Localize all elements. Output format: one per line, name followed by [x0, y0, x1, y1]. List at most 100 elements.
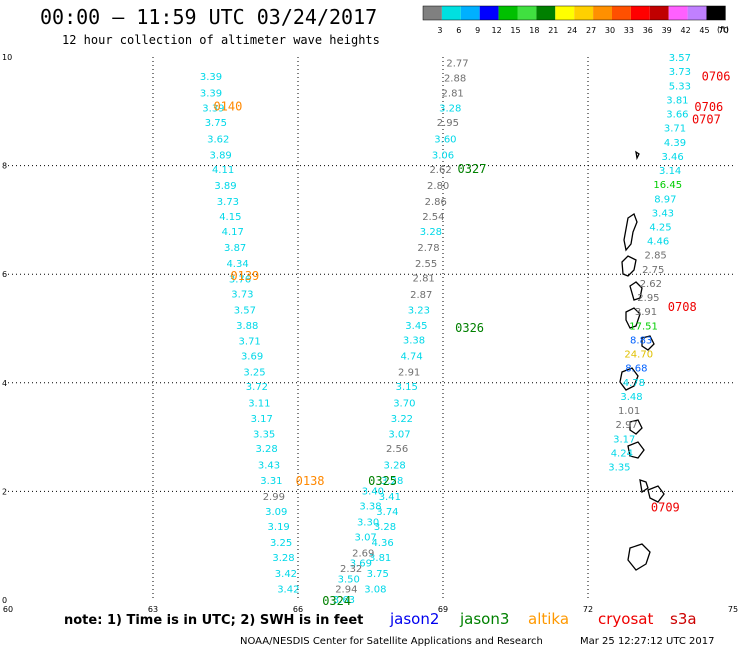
colorbar-tick: 3	[437, 26, 442, 35]
swh-data-label: 2.85	[645, 251, 667, 262]
pass-time-label: 0707	[692, 112, 721, 126]
swh-data-label: 3.62	[207, 135, 229, 146]
swh-data-label: 3.57	[669, 53, 691, 64]
swh-data-label: 2.81	[413, 274, 435, 285]
island-outline	[635, 150, 640, 161]
colorbar-swatch	[612, 6, 631, 20]
swh-data-label: 2.62	[640, 279, 662, 290]
swh-data-label: 5.33	[669, 81, 691, 92]
colorbar-swatch	[630, 6, 650, 20]
swh-data-label: 3.28	[272, 553, 294, 564]
swh-data-label: 3.69	[350, 559, 372, 570]
colorbar-tick: 45	[699, 26, 709, 35]
pass-time-label: 0325	[368, 474, 397, 488]
swh-data-label: 3.07	[355, 533, 377, 544]
legend-entry-jason3: jason3	[459, 610, 509, 628]
pass-time-label: 0708	[668, 300, 697, 314]
swh-data-label: 3.17	[251, 414, 273, 425]
colorbar-tick: 30	[605, 26, 615, 35]
pass-time-label: 0138	[296, 474, 325, 488]
swh-data-label: 4.78	[623, 378, 645, 389]
colorbar-unit: (ft)	[717, 25, 729, 34]
swh-data-label: 3.15	[396, 382, 418, 393]
y-tick-label: 8	[2, 162, 7, 171]
colorbar-tick: 33	[624, 26, 634, 35]
swh-data-label: 2.77	[446, 59, 468, 70]
swh-data-label: 4.15	[219, 212, 241, 223]
island-outline	[621, 255, 637, 277]
swh-data-label: 3.89	[210, 150, 232, 161]
island-outline	[641, 335, 655, 351]
swh-data-label: 3.89	[214, 181, 236, 192]
swh-data-label: 3.73	[669, 67, 691, 78]
swh-data-label: 3.73	[217, 197, 239, 208]
island-outline	[627, 441, 645, 459]
legend-entry-altika: altika	[528, 610, 569, 628]
colorbar-tick: 9	[475, 26, 480, 35]
swh-data-label: 3.39	[202, 104, 224, 115]
colorbar-tick: 70	[718, 26, 728, 35]
legend-entry-cryosat: cryosat	[598, 610, 653, 628]
pass-time-label: 0327	[458, 162, 487, 176]
colorbar-swatch	[574, 6, 594, 20]
colorbar-tick: 6	[456, 26, 461, 35]
pass-time-label: 0706	[702, 70, 731, 84]
colorbar-swatch	[687, 6, 707, 20]
pass-time-label: 0139	[230, 269, 259, 283]
swh-data-label: 3.06	[432, 150, 454, 161]
swh-data-label: 8.83	[630, 335, 652, 346]
colorbar-swatch	[706, 6, 726, 20]
swh-data-label: 3.46	[661, 152, 683, 163]
island-outline	[629, 419, 643, 435]
colorbar-swatch	[668, 6, 688, 20]
colorbar-swatch	[593, 6, 612, 20]
swh-data-label: 24.70	[624, 350, 653, 361]
pass-time-label: 0324	[322, 594, 351, 608]
swh-data-label: 8.68	[625, 364, 647, 375]
swh-data-label: 4.34	[226, 259, 248, 270]
swh-data-label: 2.75	[642, 265, 664, 276]
swh-data-label: 3.17	[613, 434, 635, 445]
swh-data-label: 2.80	[427, 181, 449, 192]
swh-data-label: 3.19	[268, 522, 290, 533]
y-tick-label: 2	[2, 487, 7, 496]
island-outline	[639, 479, 649, 494]
colorbar-swatch	[460, 6, 480, 20]
swh-data-label: 3.22	[391, 414, 413, 425]
swh-data-label: 3.08	[364, 585, 386, 596]
swh-data-label: 3.74	[376, 507, 398, 518]
swh-data-label: 2.94	[335, 585, 357, 596]
swh-data-label: 4.24	[611, 448, 633, 459]
swh-data-label: 3.39	[200, 72, 222, 83]
swh-data-label: 3.45	[405, 321, 427, 332]
swh-data-label: 3.31	[260, 476, 282, 487]
swh-data-label: 3.40	[362, 486, 384, 497]
legend-entry-s3a: s3a	[670, 610, 697, 628]
swh-data-label: 3.14	[659, 166, 681, 177]
swh-data-label: 3.57	[234, 306, 256, 317]
colorbar-tick: 36	[643, 26, 653, 35]
swh-data-label: 2.78	[417, 243, 439, 254]
x-tick-label: 72	[583, 605, 593, 614]
swh-data-label: 3.63	[333, 595, 355, 606]
swh-data-label: 3.43	[652, 208, 674, 219]
swh-data-label: 3.42	[275, 569, 297, 580]
island-outline	[619, 367, 639, 391]
swh-data-label: 3.48	[620, 392, 642, 403]
swh-data-label: 3.69	[241, 352, 263, 363]
chart-subtitle: 12 hour collection of altimeter wave hei…	[62, 33, 380, 47]
swh-data-label: 2.56	[386, 444, 408, 455]
swh-data-label: 4.11	[212, 165, 234, 176]
x-tick-label: 63	[148, 605, 158, 614]
swh-data-label: 3.28	[381, 476, 403, 487]
swh-data-label: 3.42	[277, 585, 299, 596]
pass-time-label: 0709	[651, 501, 680, 515]
swh-data-label: 2.86	[425, 197, 447, 208]
swh-data-label: 3.60	[434, 135, 456, 146]
colorbar-swatch	[649, 6, 669, 20]
swh-data-label: 3.50	[338, 574, 360, 585]
swh-data-label: 3.39	[200, 88, 222, 99]
swh-data-label: 3.41	[379, 492, 401, 503]
swh-data-label: 3.35	[253, 429, 275, 440]
